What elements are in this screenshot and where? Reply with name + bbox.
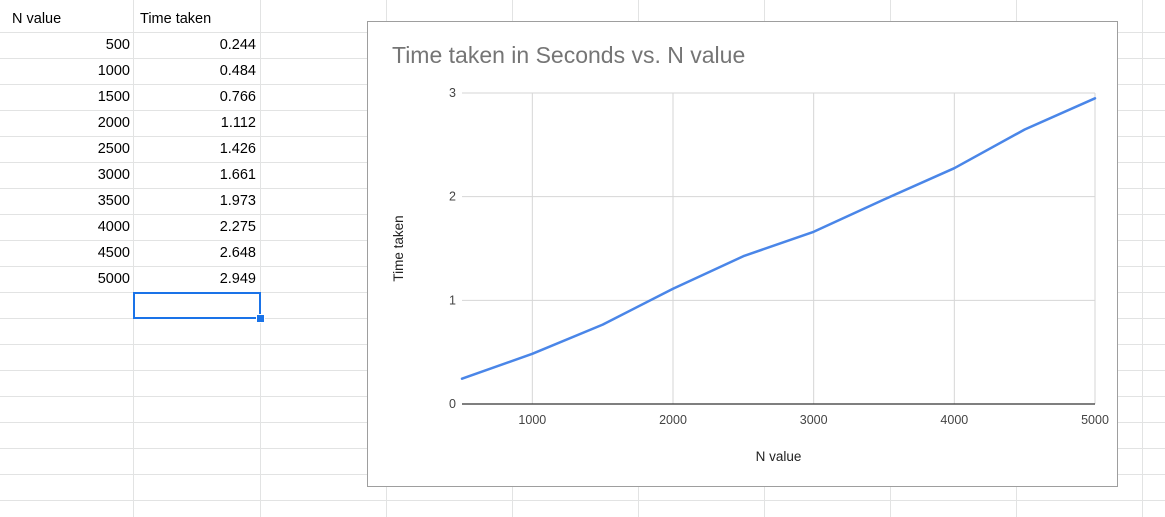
selected-cell[interactable] <box>133 292 261 319</box>
chart-title: Time taken in Seconds vs. N value <box>392 42 746 68</box>
y-tick-label: 1 <box>449 293 456 307</box>
x-tick-label: 3000 <box>800 413 828 427</box>
line-chart[interactable]: Time taken in Seconds vs. N value 0 1 2 3 10… <box>367 21 1118 487</box>
grid-line <box>260 0 261 517</box>
x-tick-label: 2000 <box>659 413 687 427</box>
n-value-cell[interactable]: 4500 <box>97 245 130 261</box>
n-value-cell[interactable]: 3000 <box>97 167 130 183</box>
time-taken-cell[interactable]: 1.973 <box>219 193 256 209</box>
time-taken-cell[interactable]: 0.244 <box>219 37 256 53</box>
y-tick-label: 2 <box>449 190 456 204</box>
n-value-cell[interactable]: 5000 <box>97 271 130 287</box>
y-axis-label: Time taken <box>391 215 406 281</box>
n-value-cell[interactable]: 4000 <box>97 219 130 235</box>
grid-line <box>0 500 1165 501</box>
time-taken-cell[interactable]: 2.275 <box>219 219 256 235</box>
time-taken-cell[interactable]: 0.484 <box>219 63 256 79</box>
n-value-cell[interactable]: 500 <box>105 37 130 53</box>
n-value-cell[interactable]: 1500 <box>97 89 130 105</box>
n-value-cell[interactable]: 2500 <box>97 141 130 157</box>
y-tick-label: 0 <box>449 397 456 411</box>
time-taken-cell[interactable]: 1.112 <box>220 115 256 131</box>
time-taken-cell[interactable]: 1.426 <box>219 141 256 157</box>
time-taken-cell[interactable]: 0.766 <box>219 89 256 105</box>
time-taken-cell[interactable]: 2.648 <box>219 245 256 261</box>
series-line <box>460 97 1097 380</box>
x-tick-label: 5000 <box>1081 413 1109 427</box>
n-value-cell[interactable]: 3500 <box>97 193 130 209</box>
time-taken-cell[interactable]: 1.661 <box>219 167 256 183</box>
x-tick-label: 4000 <box>940 413 968 427</box>
header-cell-time-taken[interactable]: Time taken <box>140 11 212 27</box>
time-taken-cell[interactable]: 2.949 <box>219 271 256 287</box>
y-tick-label: 3 <box>449 86 456 100</box>
fill-handle[interactable] <box>256 314 265 323</box>
grid-line <box>1142 0 1143 517</box>
x-axis-label: N value <box>756 449 802 464</box>
n-value-cell[interactable]: 1000 <box>97 63 130 79</box>
n-value-cell[interactable]: 2000 <box>97 115 130 131</box>
chart-plot: 0 1 2 3 1000 2000 3000 4000 5000 N value Time take… <box>391 86 1109 464</box>
grid-line <box>133 0 134 517</box>
x-tick-label: 1000 <box>518 413 546 427</box>
header-cell-n-value[interactable]: N value <box>12 11 62 27</box>
